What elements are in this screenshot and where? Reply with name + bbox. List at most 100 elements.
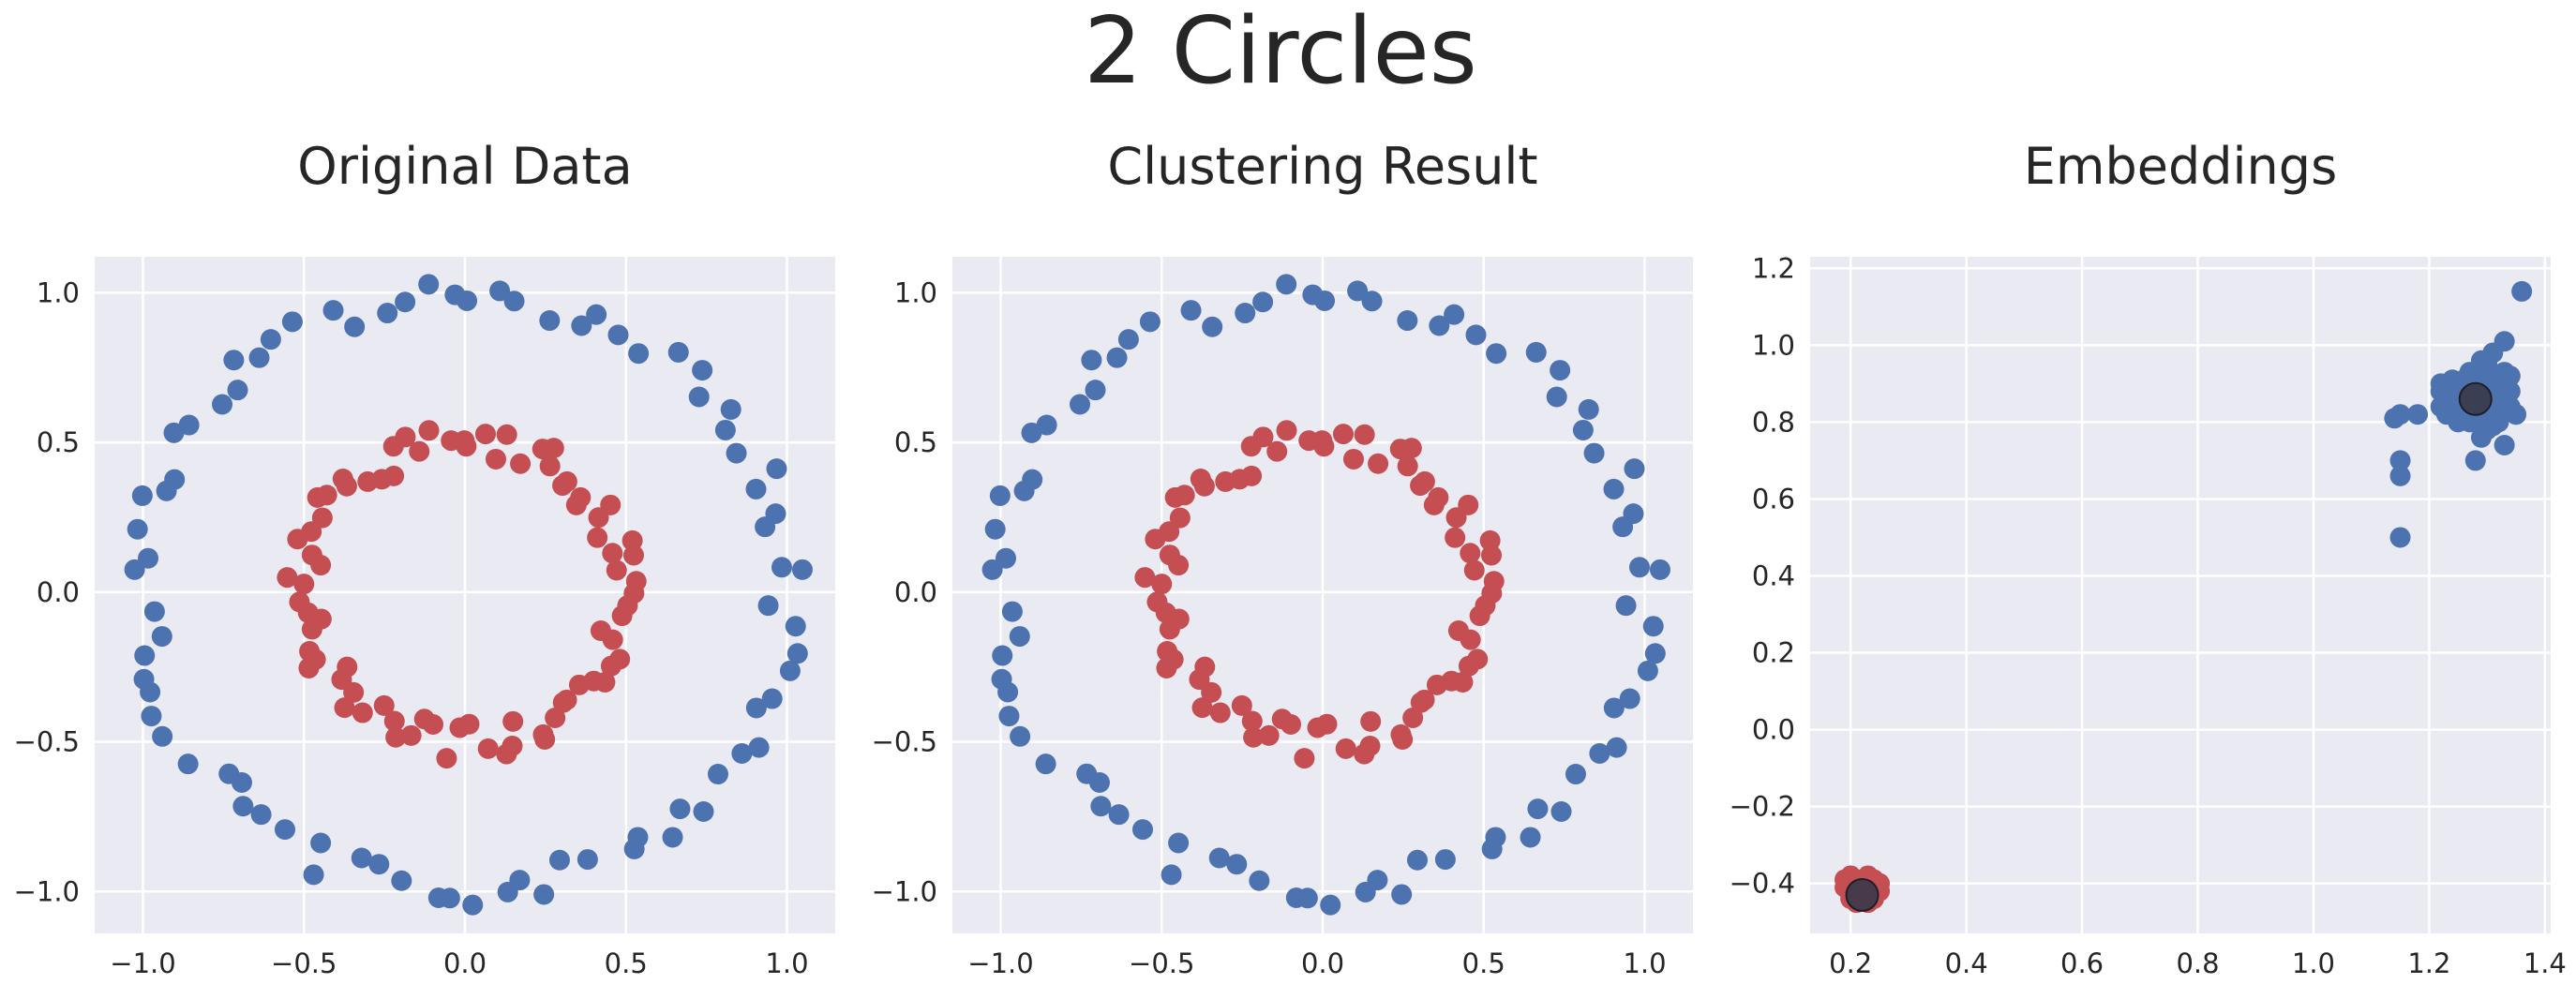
scatter-point: [1215, 470, 1236, 492]
y-tick-label: 0.6: [1752, 483, 1795, 514]
scatter-point: [1010, 725, 1031, 747]
scatter-point: [1168, 832, 1190, 854]
scatter-point: [177, 753, 199, 775]
scatter-point: [1090, 796, 1112, 817]
scatter-point: [212, 394, 233, 415]
scatter-point: [1463, 559, 1485, 581]
scatter-point: [502, 736, 523, 757]
scatter-point: [444, 284, 466, 306]
x-tick-label: 0.8: [2176, 947, 2219, 979]
scatter-point: [1161, 864, 1182, 886]
scatter-point: [1009, 626, 1030, 648]
scatter-point: [1565, 764, 1586, 785]
scatter-point: [539, 455, 561, 477]
scatter-point: [344, 316, 366, 337]
y-tick-label: 0.0: [1752, 714, 1795, 746]
scatter-point: [357, 470, 379, 492]
scatter-point: [1361, 291, 1383, 312]
scatter-point: [1108, 804, 1130, 826]
scatter-point: [1296, 887, 1318, 909]
x-tick-label: −1.0: [110, 947, 175, 979]
scatter-point: [152, 725, 173, 747]
scatter-point: [2442, 369, 2464, 391]
scatter-point: [141, 706, 162, 727]
scatter-point: [1520, 827, 1541, 848]
scatter-point: [2511, 280, 2533, 302]
scatter-point: [1546, 386, 1567, 408]
scatter-point: [1191, 697, 1213, 719]
scatter-point: [533, 884, 555, 905]
scatter-point: [1208, 847, 1230, 869]
scatter-point: [232, 796, 254, 817]
scatter-point: [2389, 465, 2411, 486]
scatter-point: [1320, 894, 1341, 916]
scatter-point: [439, 887, 460, 909]
scatter-point: [1201, 681, 1222, 703]
scatter-point: [552, 475, 574, 497]
scatter-point: [1428, 486, 1449, 508]
scatter-point: [422, 714, 443, 736]
scatter-point: [1209, 702, 1231, 723]
scatter-point: [1240, 436, 1262, 457]
scatter-point: [293, 574, 315, 595]
scatter-point: [1447, 620, 1469, 642]
scatter-point: [1013, 480, 1035, 501]
scatter-point: [260, 329, 281, 350]
scatter-point: [151, 626, 172, 648]
scatter-point: [688, 386, 710, 408]
scatter-point: [510, 453, 532, 474]
cluster-centers: [1845, 381, 2493, 912]
scatter-point: [556, 689, 577, 710]
scatter-point: [458, 713, 480, 735]
scatter-point: [693, 800, 714, 822]
scatter-point: [996, 547, 1017, 569]
scatter-point: [307, 486, 328, 508]
scatter-point: [1624, 458, 1645, 480]
scatter-point: [1081, 350, 1102, 371]
scatter-point: [1193, 475, 1215, 497]
scatter-point: [667, 341, 689, 363]
scatter-point: [1241, 710, 1263, 732]
scatter-series: [277, 420, 647, 769]
scatter-point: [1429, 315, 1450, 336]
scatter-point: [1649, 559, 1670, 580]
scatter-point: [1088, 771, 1110, 793]
y-tick-label: 0.0: [894, 576, 937, 608]
scatter-point: [322, 300, 344, 321]
scatter-point: [274, 819, 295, 841]
scatter-point: [1606, 737, 1627, 758]
scatter-point: [489, 280, 511, 302]
scatter-point: [981, 559, 1003, 580]
scatter-point: [1452, 671, 1474, 693]
scatter-point: [1410, 475, 1431, 497]
scatter-point: [2389, 450, 2411, 471]
scatter-point: [1169, 507, 1191, 529]
scatter-point: [571, 315, 592, 336]
scatter-point: [771, 557, 792, 578]
scatter-point: [622, 529, 643, 551]
scatter-point: [281, 311, 303, 333]
scatter-point: [503, 291, 525, 312]
scatter-series: [1134, 420, 1505, 769]
scatter-point: [1134, 567, 1156, 589]
y-tick-label: 1.2: [1752, 252, 1795, 284]
scatter-point: [545, 707, 566, 728]
scatter-point: [1316, 713, 1338, 735]
scatter-series: [981, 274, 1670, 916]
scatter-point: [1619, 688, 1640, 709]
clustering-result-plot: −1.0 −0.5 0.0 0.5 1.0 −1.0 −0.5 0.0 0.5 1.0 Cluste…: [872, 137, 1693, 979]
scatter-point: [539, 310, 561, 332]
scatter-point: [377, 303, 398, 324]
scatter-point: [502, 710, 524, 732]
scatter-point: [726, 442, 747, 464]
scatter-point: [1603, 478, 1625, 500]
figure-title: 2 Circles: [1084, 0, 1477, 105]
scatter-point: [2482, 415, 2504, 437]
gridlines: [1810, 257, 2551, 933]
scatter-point: [1249, 870, 1270, 891]
scatter-point: [1486, 343, 1507, 365]
scatter-point: [223, 350, 245, 371]
scatter-point: [400, 724, 422, 746]
scatter-point: [602, 543, 623, 564]
